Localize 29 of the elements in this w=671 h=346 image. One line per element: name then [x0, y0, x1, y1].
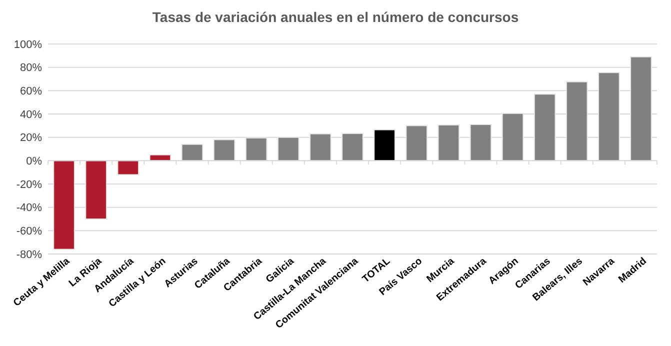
y-tick-label: -60% [16, 226, 42, 238]
bar [245, 137, 268, 162]
bar [406, 125, 428, 162]
bar [374, 129, 396, 162]
y-tick-label: 40% [20, 108, 42, 121]
bar [470, 124, 492, 162]
y-tick-label: -40% [16, 202, 42, 214]
bar [85, 160, 107, 220]
bar [310, 133, 332, 162]
y-tick-label: 0% [26, 156, 42, 168]
bar [438, 124, 460, 162]
y-tick-label: 80% [20, 62, 42, 74]
bar [53, 160, 75, 250]
y-tick-label: 60% [20, 86, 42, 98]
bar [566, 81, 588, 162]
bar [502, 112, 524, 162]
bar [630, 56, 652, 162]
y-tick-label: 20% [20, 132, 42, 144]
y-tick-label: 100% [14, 38, 42, 51]
y-tick-label: -80% [16, 248, 42, 261]
bar [342, 132, 364, 162]
bar [213, 139, 236, 162]
bar [598, 72, 620, 162]
bar [181, 144, 204, 162]
y-tick-label: -20% [16, 178, 42, 191]
bar [534, 94, 556, 162]
bar [117, 160, 140, 176]
bar [277, 136, 300, 162]
chart-title: Tasas de variación anuales en el número de concursos [152, 9, 519, 25]
